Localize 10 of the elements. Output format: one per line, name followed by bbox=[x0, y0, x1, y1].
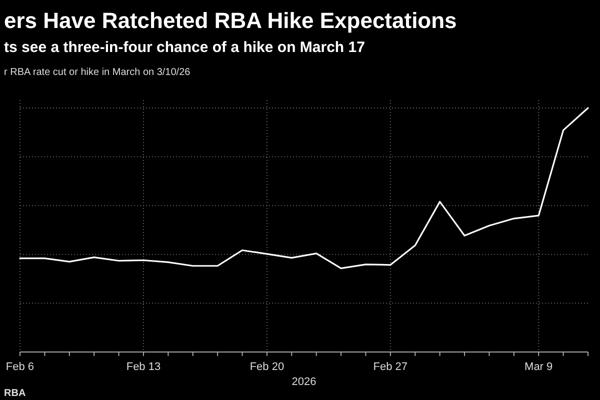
chart-subtitle: ts see a three-in-four chance of a hike on March 17 bbox=[4, 39, 365, 56]
x-tick-label: Mar 9 bbox=[524, 361, 553, 373]
x-tick-label: Feb 27 bbox=[373, 361, 408, 373]
y-axis-title: r RBA rate cut or hike in March on 3/10/26 bbox=[4, 67, 191, 78]
x-tick-label: Feb 13 bbox=[126, 361, 161, 373]
x-axis-title: 2026 bbox=[292, 376, 316, 388]
chart-title: ers Have Ratcheted RBA Hike Expectations bbox=[4, 8, 457, 33]
text: RBA bbox=[4, 388, 26, 399]
x-tick-label: Feb 6 bbox=[6, 361, 34, 373]
x-tick-label: Feb 20 bbox=[250, 361, 284, 373]
